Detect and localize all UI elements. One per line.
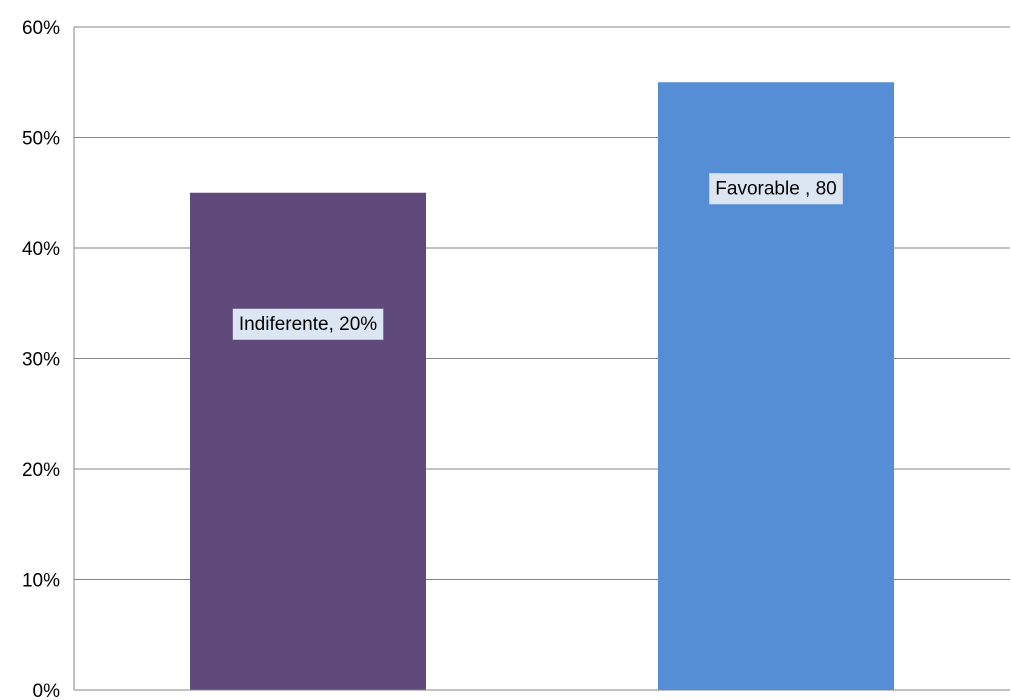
y-tick-label: 30% <box>22 350 60 371</box>
data-label: Indiferente, 20% <box>232 308 384 340</box>
bar-indiferente <box>190 192 426 690</box>
data-label-text: Indiferente, 20% <box>239 314 377 335</box>
y-tick-label: 60% <box>22 18 60 39</box>
data-label-background <box>709 173 843 205</box>
data-labels: Indiferente, 20% Favorable , 80 <box>232 173 843 340</box>
y-tick-label: 40% <box>22 239 60 260</box>
y-tick-label: 0% <box>33 681 61 700</box>
data-label-background <box>232 308 384 340</box>
data-label-text: Favorable , 80 <box>715 178 836 199</box>
data-label: Favorable , 80 <box>709 173 843 205</box>
y-tick-label: 50% <box>22 129 60 150</box>
y-tick-label: 10% <box>22 571 60 592</box>
y-tick-label: 20% <box>22 460 60 481</box>
y-axis-ticks: 0% 10% 20% 30% 40% 50% 60% <box>22 18 60 700</box>
